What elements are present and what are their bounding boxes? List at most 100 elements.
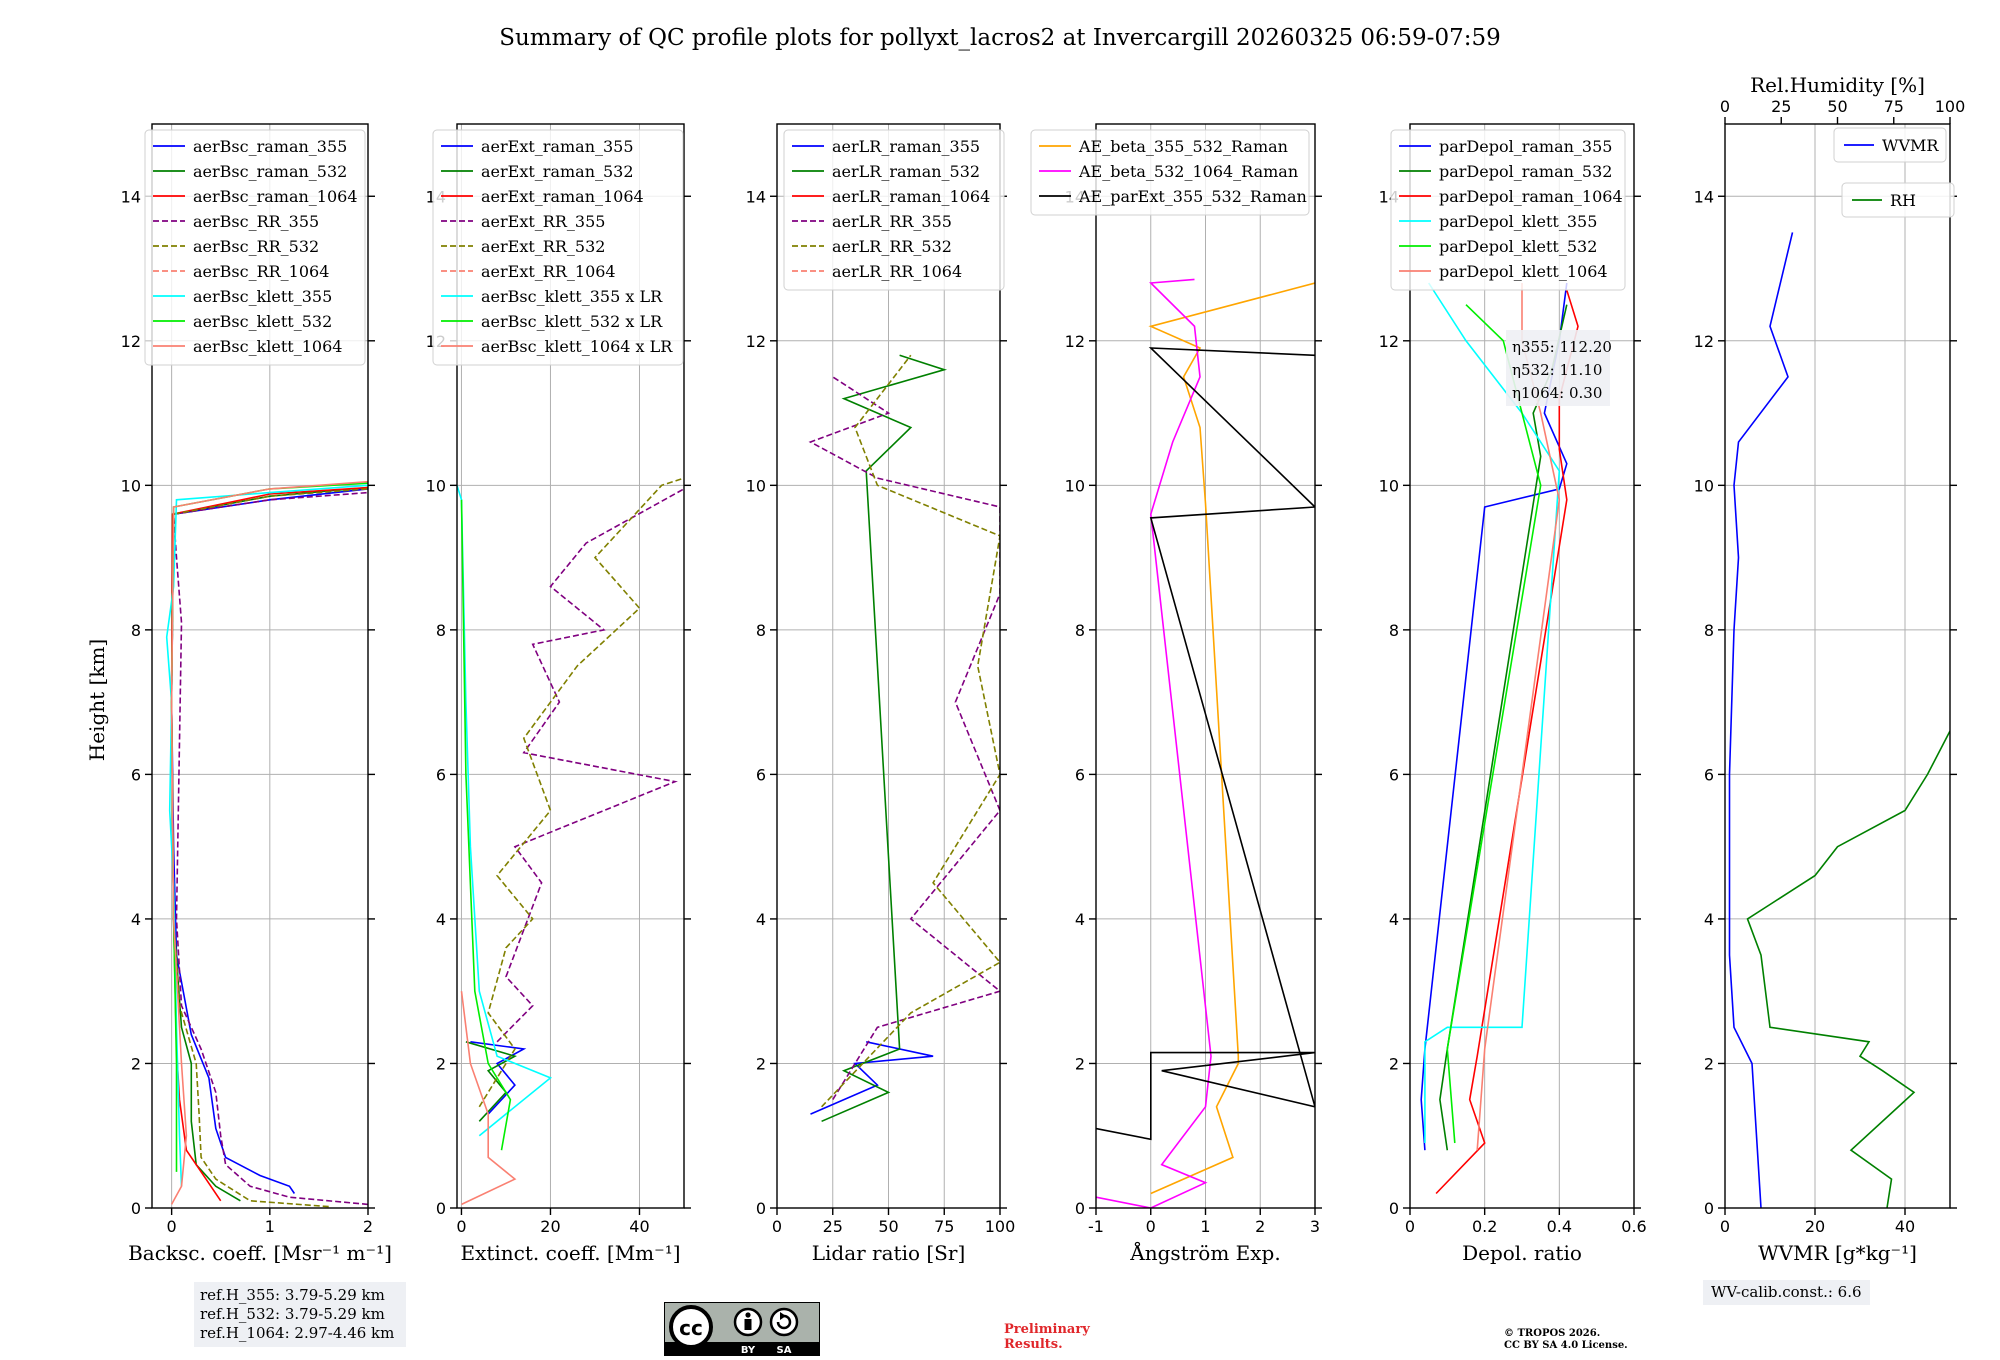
top-x-tick-label: 100 (1935, 97, 1966, 116)
y-tick-label: 6 (436, 765, 446, 784)
series-line-aerext-raman-355 (470, 1041, 527, 1115)
legend-label: AE_parExt_355_532_Raman (1078, 187, 1307, 206)
plot-frame-bsc (151, 123, 369, 1209)
legend-label: parDepol_klett_355 (1439, 212, 1597, 231)
reference-height-box: ref.H_355: 3.79-5.29 km ref.H_532: 3.79-… (194, 1282, 406, 1347)
series-line-pardepol-klett-355 (1424, 282, 1561, 1143)
y-tick-label: 2 (131, 1054, 141, 1073)
series-line-ae-beta-532-1064-raman (1096, 278, 1212, 1208)
legend-label: aerBsc_RR_1064 (193, 262, 329, 281)
preliminary-line-1: Preliminary (1004, 1322, 1090, 1337)
preliminary-results-note: Preliminary Results. (1004, 1322, 1090, 1352)
y-tick-label: 0 (1075, 1199, 1085, 1218)
legend-label: aerBsc_raman_355 (193, 137, 347, 156)
legend-label: aerExt_RR_1064 (481, 262, 616, 281)
legend-lr: aerLR_raman_355 aerLR_raman_532 aerLR_rama… (783, 129, 1005, 291)
series-group-lr (808, 354, 1000, 1123)
x-axis-label-wv: WVMR [g*kg⁻¹] (1758, 1241, 1917, 1265)
x-tick-label: 100 (985, 1217, 1016, 1236)
series-line-aerext-rr-355 (496, 488, 684, 1043)
legend-label: aerBsc_klett_355 (193, 287, 332, 306)
legend-label: RH (1890, 191, 1916, 210)
y-tick-label: 14 (746, 187, 766, 206)
y-tick-label: 2 (1704, 1054, 1714, 1073)
figure-title: Summary of QC profile plots for pollyxt_… (499, 25, 1500, 51)
legend-label: aerBsc_raman_532 (193, 162, 347, 181)
series-group-wv (1728, 232, 1950, 1208)
y-tick-label: 2 (1075, 1054, 1085, 1073)
by-label: BY (741, 1345, 756, 1356)
y-tick-label: 12 (746, 332, 766, 351)
legend-label: AE_beta_532_1064_Raman (1078, 162, 1298, 181)
series-group-ae (1096, 278, 1315, 1208)
y-tick-label: 10 (121, 476, 141, 495)
cc-symbol: cc (679, 1316, 703, 1340)
y-tick-label: 4 (1704, 910, 1714, 929)
x-tick-label: 0.6 (1621, 1217, 1646, 1236)
x-tick-label: 3 (1310, 1217, 1320, 1236)
legend-box (432, 129, 684, 366)
series-line-aerbsc-klett-1064-x-lr (460, 991, 517, 1206)
series-line-pardepol-klett-532 (1446, 304, 1542, 1144)
x-tick-label: 20 (540, 1217, 560, 1236)
y-tick-label: 0 (1704, 1199, 1714, 1218)
x-axis-label-ext: Extinct. coeff. [Mm⁻¹] (460, 1241, 680, 1265)
plot-area-wv (1725, 124, 1950, 1208)
x-tick-label: 2 (363, 1217, 373, 1236)
x-tick-label: 1 (1200, 1217, 1210, 1236)
x-tick-label: 40 (629, 1217, 649, 1236)
legend-ae: AE_beta_355_532_Raman AE_beta_532_1064_Ra… (1030, 129, 1310, 216)
sa-share-icon (769, 1307, 799, 1337)
legend-label: parDepol_raman_355 (1439, 137, 1612, 156)
y-tick-label: 4 (1075, 910, 1085, 929)
top-x-tick-label: 75 (1884, 97, 1904, 116)
legend-label: aerBsc_klett_1064 (193, 337, 342, 356)
legend-label: aerExt_RR_355 (481, 212, 605, 231)
legend-label: aerBsc_RR_355 (193, 212, 319, 231)
y-tick-label: 8 (436, 621, 446, 640)
legend-label: aerLR_RR_355 (832, 212, 952, 231)
legend-label: aerLR_raman_1064 (832, 187, 990, 206)
series-line-ae-parext-355-532-raman (1096, 347, 1315, 1141)
y-tick-label: 2 (756, 1054, 766, 1073)
x-tick-label: 40 (1895, 1217, 1915, 1236)
legend-ext: aerExt_raman_355 aerExt_raman_532 aerExt_r… (432, 129, 684, 366)
y-tick-label: 14 (1694, 187, 1714, 206)
series-line-aerlr-raman-355 (810, 1041, 934, 1115)
panel-ae: -1012302468101214Ångström Exp.AE_beta_35… (1030, 123, 1322, 1265)
legend-label: parDepol_raman_1064 (1439, 187, 1623, 206)
series-line-wvmr (1728, 232, 1794, 1208)
y-tick-label: 10 (746, 476, 766, 495)
y-tick-label: 8 (1704, 621, 1714, 640)
legend-label: WVMR (1882, 136, 1939, 155)
top-x-tick-label: 50 (1827, 97, 1847, 116)
legend-label: aerExt_raman_1064 (481, 187, 644, 206)
ref-height-1064: ref.H_1064: 2.97-4.46 km (200, 1324, 395, 1342)
x-tick-label: 0 (167, 1217, 177, 1236)
legend-label: aerBsc_klett_355 x LR (481, 287, 663, 306)
legend-box (1833, 127, 1947, 163)
y-tick-label: 0 (756, 1199, 766, 1218)
series-group-ext (457, 477, 684, 1206)
copyright-note: © TROPOS 2026. CC BY SA 4.0 License. (1504, 1328, 1628, 1352)
y-tick-label: 8 (756, 621, 766, 640)
series-line-ae-beta-355-532-raman (1148, 282, 1315, 1195)
legend-label: aerBsc_klett_532 x LR (481, 312, 663, 331)
legend-depol: parDepol_raman_355 parDepol_raman_532 parD… (1390, 129, 1626, 291)
legend-box (1030, 129, 1310, 216)
y-tick-label: 4 (756, 910, 766, 929)
y-tick-label: 14 (121, 187, 141, 206)
series-line-aerlr-rr-532 (821, 354, 1000, 1108)
top-x-tick-label: 0 (1720, 97, 1730, 116)
eta-annotation: η355: 112.20 η532: 11.10 η1064: 0.30 (1506, 330, 1612, 406)
x-tick-label: 20 (1805, 1217, 1825, 1236)
legend-label: AE_beta_355_532_Raman (1078, 137, 1288, 156)
y-tick-label: 12 (1065, 332, 1085, 351)
series-line-aerext-raman-532 (465, 1041, 517, 1122)
x-tick-label: 0.2 (1472, 1217, 1497, 1236)
y-axis-label: Height [km] (85, 639, 109, 761)
legend-label: aerExt_RR_532 (481, 237, 605, 256)
legend-label: aerBsc_raman_1064 (193, 187, 358, 206)
x-axis-label-depol: Depol. ratio (1462, 1241, 1582, 1265)
